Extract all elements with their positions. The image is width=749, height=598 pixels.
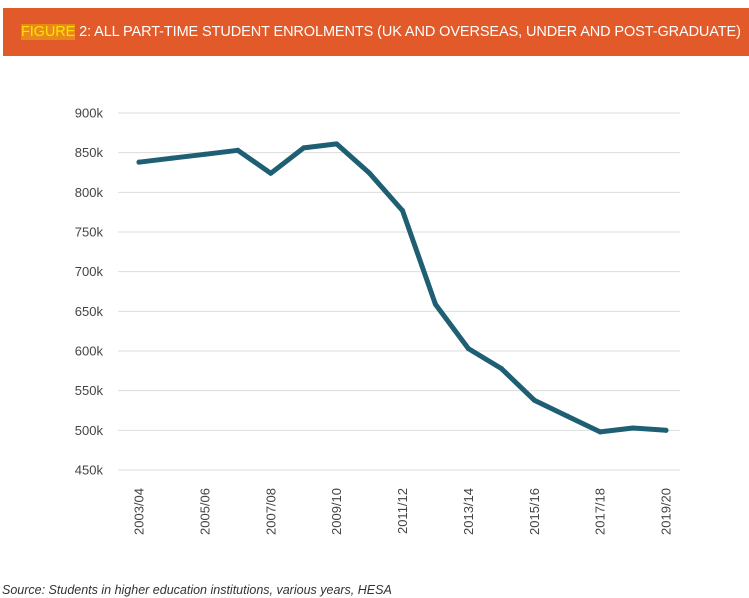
y-tick-label: 800k [75, 185, 104, 200]
data-point [498, 365, 504, 371]
figure-label-highlight: FIGURE [21, 24, 76, 40]
data-point [400, 208, 405, 214]
data-point [663, 427, 669, 433]
x-tick-label: 2019/20 [659, 488, 674, 535]
x-tick-label: 2009/10 [329, 488, 344, 535]
x-tick-label: 2003/04 [132, 488, 147, 535]
data-point [367, 170, 373, 176]
y-tick-label: 650k [75, 304, 104, 319]
x-tick-label: 2011/12 [395, 488, 410, 534]
data-point [597, 429, 603, 435]
data-point [136, 159, 142, 165]
y-tick-label: 850k [75, 145, 104, 160]
data-point [235, 147, 241, 153]
data-point [630, 425, 636, 431]
data-point [202, 151, 208, 157]
data-point [531, 397, 537, 403]
x-tick-label: 2005/06 [197, 488, 212, 535]
y-tick-label: 600k [75, 344, 104, 359]
data-point [564, 413, 570, 419]
x-tick-label: 2015/16 [527, 488, 542, 535]
figure-title-text: 2: ALL PART-TIME STUDENT ENROLMENTS (UK … [75, 24, 741, 40]
grid-lines [118, 112, 680, 471]
source-note: Source: Students in higher education ins… [2, 583, 392, 597]
y-tick-label: 450k [75, 463, 104, 478]
x-tick-label: 2007/08 [263, 488, 278, 535]
series-layer [136, 141, 669, 435]
x-tick-label: 2013/14 [461, 488, 476, 535]
series-line [136, 141, 669, 435]
data-point [432, 301, 438, 307]
x-tick-label: 2017/18 [593, 488, 608, 535]
y-tick-label: 550k [75, 383, 104, 398]
data-point [268, 170, 274, 176]
figure-header: FIGURE 2: ALL PART-TIME STUDENT ENROLMEN… [3, 8, 749, 56]
figure-title: FIGURE 2: ALL PART-TIME STUDENT ENROLMEN… [21, 23, 741, 41]
y-tick-label: 900k [75, 106, 104, 121]
y-axis-tick-labels: 450k 500k 550k 600k 650k 700k 750k 800k 850k 900k [75, 106, 104, 478]
y-tick-label: 700k [75, 264, 104, 279]
data-point [334, 141, 340, 147]
x-axis-tick-labels: 2003/04 2005/06 2007/08 2009/10 2011/12 2013/… [132, 488, 674, 535]
data-point [301, 145, 307, 151]
y-tick-label: 750k [75, 225, 104, 240]
data-point [465, 346, 471, 352]
data-point [169, 155, 175, 161]
y-tick-label: 500k [75, 423, 104, 438]
